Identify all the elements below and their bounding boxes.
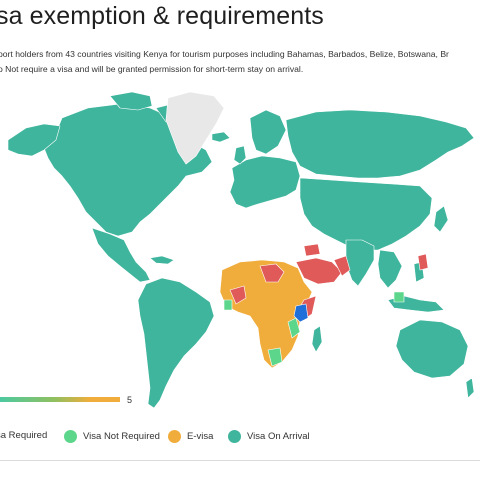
region-madagascar[interactable] [311, 325, 323, 353]
legend: sa Required Visa Not Required E-visa Vis… [0, 428, 480, 448]
region-arctic-islands[interactable] [109, 91, 153, 111]
region-east-africa-not-required[interactable] [287, 317, 301, 339]
scale-max-label: 5 [127, 395, 133, 405]
region-north-korea-required[interactable] [417, 253, 429, 271]
legend-dot-visa-on-arrival [228, 430, 241, 443]
region-mexico[interactable] [91, 227, 151, 283]
description-text: port holders from 43 countries visiting … [0, 47, 449, 77]
region-alaska[interactable] [7, 123, 61, 157]
divider [0, 460, 480, 461]
region-europe[interactable] [229, 155, 301, 209]
region-north-africa-required[interactable] [259, 263, 285, 283]
legend-dot-e-visa [168, 430, 181, 443]
description-line-2: o Not require a visa and will be granted… [0, 64, 304, 74]
region-southeast-asia[interactable] [377, 249, 403, 289]
region-australia[interactable] [395, 319, 469, 379]
legend-item-visa-required[interactable]: sa Required [0, 430, 47, 441]
region-south-america[interactable] [137, 277, 215, 409]
legend-label-visa-not-required: Visa Not Required [83, 431, 160, 442]
legend-label-e-visa: E-visa [187, 431, 214, 442]
region-japan[interactable] [433, 205, 449, 233]
region-west-africa-required[interactable] [229, 285, 247, 305]
region-southern-africa-not-required[interactable] [267, 347, 283, 367]
region-uk[interactable] [233, 145, 247, 165]
region-greenland[interactable] [165, 91, 225, 165]
legend-item-visa-not-required[interactable]: Visa Not Required [64, 430, 160, 443]
region-india[interactable] [345, 239, 375, 287]
legend-item-visa-on-arrival[interactable]: Visa On Arrival [228, 430, 310, 443]
region-new-zealand[interactable] [465, 377, 475, 399]
region-pakistan-required[interactable] [333, 255, 351, 277]
legend-label-visa-on-arrival: Visa On Arrival [247, 431, 310, 442]
description-line-1: port holders from 43 countries visiting … [0, 49, 449, 59]
legend-item-e-visa[interactable]: E-visa [168, 430, 213, 443]
region-asia[interactable] [299, 177, 433, 251]
region-west-africa-not-required[interactable] [223, 299, 233, 311]
scale-bar [0, 397, 120, 402]
region-caribbean[interactable] [149, 255, 175, 265]
region-caucasus-required[interactable] [303, 243, 321, 257]
region-iceland[interactable] [211, 131, 231, 143]
region-scandinavia[interactable] [249, 109, 287, 155]
page-title: sa exemption & requirements [0, 2, 324, 30]
region-malaysia-not-required[interactable] [393, 291, 405, 303]
region-kenya[interactable] [293, 303, 309, 323]
region-russia[interactable] [285, 109, 475, 179]
legend-dot-visa-not-required [64, 430, 77, 443]
legend-label-visa-required: sa Required [0, 430, 48, 441]
world-map-svg[interactable] [0, 88, 480, 410]
region-middle-east-required[interactable] [295, 257, 343, 285]
world-map[interactable] [0, 88, 480, 410]
